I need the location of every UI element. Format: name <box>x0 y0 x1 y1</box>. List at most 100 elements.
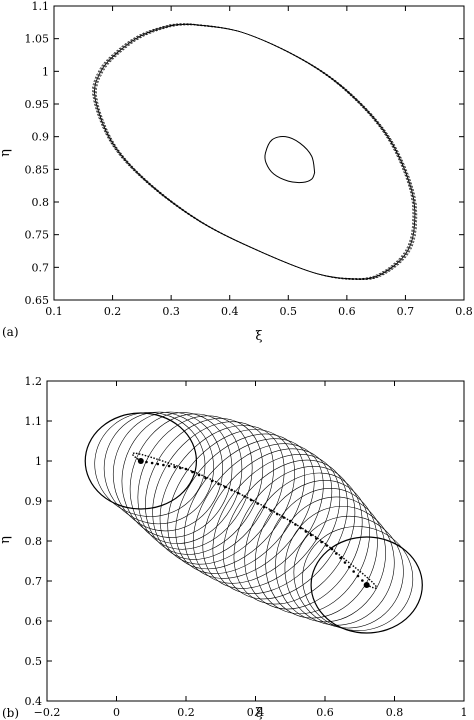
chart-b-center-point <box>243 495 246 498</box>
chart-a-ytick-label: 0.85 <box>25 163 50 176</box>
chart-b-xlabel: ξ <box>255 706 262 720</box>
chart-b-center-point <box>348 565 351 569</box>
chart-a-ytick-label: 1 <box>42 65 49 78</box>
chart-a-ytick-label: 0.65 <box>25 294 50 307</box>
chart-b-xtick-label: −0.2 <box>34 706 61 719</box>
chart-b-center-point <box>191 470 194 474</box>
chart-b-loop <box>94 412 206 517</box>
chart-a-curves <box>92 23 418 281</box>
chart-b-xtick-label: 0.4 <box>247 706 265 719</box>
chart-b-loop <box>103 411 214 525</box>
chart-b-center-point <box>179 466 182 470</box>
chart-b-ylabel: η <box>0 536 13 544</box>
chart-a-outer-orbit-dashed <box>95 24 417 280</box>
chart-b-center-point <box>204 476 207 480</box>
chart-b-loop <box>302 526 414 631</box>
chart-a-frame <box>53 5 465 301</box>
chart-b-center-point <box>184 467 188 471</box>
chart-b-center-point <box>210 479 214 483</box>
chart-b-center-point <box>223 485 227 489</box>
chart-a-ytick-label: 0.95 <box>25 98 50 111</box>
chart-b-xtick-label: 0.6 <box>316 706 334 719</box>
chart-b-center-point <box>309 533 313 537</box>
chart-b-loop <box>112 411 223 532</box>
chart-b-center-track <box>131 452 378 589</box>
chart-b-center-point <box>352 570 355 573</box>
chart-b-center-track-line <box>131 452 378 589</box>
chart-a-xtick-labels: 0.1 0.2 0.3 0.4 0.5 0.6 0.7 0.8 <box>45 305 473 318</box>
chart-b-center-point <box>145 460 148 464</box>
chart-b-loop <box>222 459 348 600</box>
chart-b-ytick-label: 0.7 <box>25 575 43 588</box>
chart-b-end-marker <box>363 582 370 588</box>
chart-b-loop <box>137 415 253 550</box>
chart-a-xtick-label: 0.5 <box>280 305 298 318</box>
chart-b-center-point <box>334 552 338 555</box>
chart-b-center-point <box>320 540 323 544</box>
chart-b-loop <box>212 454 341 594</box>
chart-b-loop <box>255 480 370 615</box>
chart-b-center-point <box>356 574 360 578</box>
chart-a-xtick-label: 0.8 <box>455 305 473 318</box>
chart-b-loop <box>145 418 264 555</box>
chart-b-start-marker <box>137 458 144 464</box>
chart-b-panel-label: (b) <box>2 706 19 720</box>
chart-a-panel-label: (a) <box>2 325 19 339</box>
chart-b-xtick-label: 0.2 <box>177 706 195 719</box>
chart-b-xtick-label: 0.8 <box>386 706 404 719</box>
chart-a-outer-orbit-dashed <box>92 23 414 279</box>
chart-b-center-point <box>288 519 292 523</box>
chart-a-ytick-label: 0.75 <box>25 229 50 242</box>
chart-b-xtick-label: 1 <box>461 706 468 719</box>
chart-b-center-point <box>294 523 297 526</box>
chart-b-loop <box>121 412 233 538</box>
chart-a-outer-orbit-dashed <box>96 24 418 281</box>
chart-b-ytick-labels: 0.4 0.5 0.6 0.7 0.8 0.9 1 1.1 1.2 <box>25 375 43 708</box>
chart-a-ytick-label: 1.05 <box>25 33 50 46</box>
chart-b-center-point <box>173 465 177 469</box>
chart-b-xtick-labels: −0.2 0 0.2 0.4 0.6 0.8 1 <box>34 706 468 719</box>
chart-b-center-point <box>315 537 318 540</box>
chart-b-center-point <box>325 544 329 547</box>
chart-b-ytick-label: 0.5 <box>25 655 43 668</box>
chart-b-loop <box>159 425 285 565</box>
chart-a-outer-orbit-dashed <box>93 23 415 280</box>
chart-b-center-point <box>275 512 279 516</box>
chart-b-ytick-label: 0.4 <box>25 695 43 708</box>
chart-a-xlabel: ξ <box>255 329 262 344</box>
chart-b-center-point <box>217 482 220 486</box>
chart-b-loop <box>183 438 315 579</box>
chart-a-ytick-label: 0.7 <box>32 261 50 274</box>
chart-b-ytick-label: 1 <box>35 455 42 468</box>
chart-b-center-point <box>197 473 201 477</box>
chart-b-center-point <box>339 556 342 560</box>
chart-b-xtick-label: 0 <box>113 706 120 719</box>
chart-a-ytick-label: 1.1 <box>32 0 50 13</box>
chart-b-center-point <box>282 516 286 519</box>
chart-b-center-point <box>236 491 240 495</box>
chart-a-xtick-label: 0.3 <box>162 305 180 318</box>
chart-a-ylabel: η <box>0 149 13 157</box>
chart-b-center-point <box>256 502 259 505</box>
chart-b-center-point <box>361 579 364 582</box>
chart-b-center-point <box>330 547 334 551</box>
chart-b-loop <box>152 421 274 560</box>
chart-a-ytick-labels: 0.65 0.7 0.75 0.8 0.85 0.9 0.95 1 1.05 1.1 <box>25 0 50 307</box>
chart-b-ytick-label: 0.8 <box>25 535 43 548</box>
chart-b-center-point <box>304 530 308 533</box>
chart-b-loop <box>175 433 306 574</box>
chart-b: −0.2 0 0.2 0.4 0.6 0.8 1 0.4 0.5 0.6 0.7 0.8 0.9 1 1.… <box>0 375 468 720</box>
chart-a-xtick-label: 0.4 <box>221 305 239 318</box>
chart-b-center-point <box>156 462 160 466</box>
chart-b-loop <box>202 448 333 589</box>
chart-b-loop <box>233 466 356 605</box>
chart-b-ytick-label: 1.2 <box>25 375 43 388</box>
chart-a-ytick-label: 0.8 <box>32 196 50 209</box>
chart-b-ytick-label: 0.9 <box>25 495 43 508</box>
chart-b-center-point <box>262 505 266 509</box>
chart-b-loop-edge <box>310 536 423 634</box>
chart-b-ytick-label: 1.1 <box>25 415 43 428</box>
chart-b-center-point <box>343 561 347 564</box>
chart-b-loop-edge <box>84 412 198 510</box>
